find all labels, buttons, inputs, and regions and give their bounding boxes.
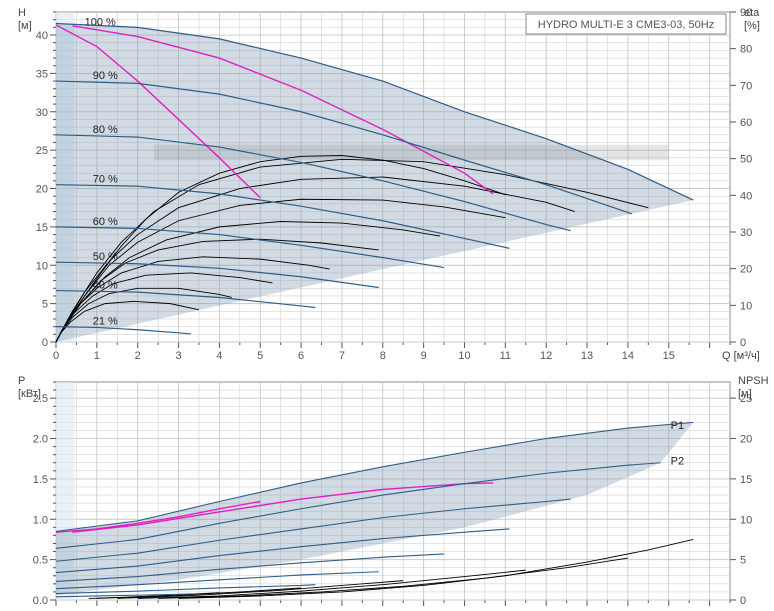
speed-curve-label: 60 % xyxy=(93,216,118,228)
svg-text:15: 15 xyxy=(740,474,752,486)
svg-text:6: 6 xyxy=(298,350,304,362)
svg-text:7: 7 xyxy=(339,350,345,362)
svg-text:35: 35 xyxy=(36,68,48,80)
speed-curve-label: 21 % xyxy=(93,316,118,328)
svg-text:3: 3 xyxy=(175,350,181,362)
svg-text:0.0: 0.0 xyxy=(33,595,48,607)
svg-text:0: 0 xyxy=(740,595,746,607)
svg-text:5: 5 xyxy=(42,299,48,311)
y-right-label-bot: [м] xyxy=(738,388,752,400)
svg-text:70: 70 xyxy=(740,80,752,92)
svg-text:0: 0 xyxy=(53,350,59,362)
svg-text:10: 10 xyxy=(740,514,752,526)
y-left-label: H xyxy=(18,7,26,19)
svg-text:40: 40 xyxy=(740,190,752,202)
y-right-label: [%] xyxy=(744,20,760,32)
svg-text:30: 30 xyxy=(740,227,752,239)
y-right-label-bot: NPSH xyxy=(738,375,769,387)
svg-text:60: 60 xyxy=(740,117,752,129)
svg-text:5: 5 xyxy=(740,555,746,567)
svg-text:25: 25 xyxy=(36,145,48,157)
y-right-label: eta xyxy=(744,7,760,19)
svg-text:80: 80 xyxy=(740,44,752,56)
svg-text:10: 10 xyxy=(458,350,470,362)
power-curve-label: P1 xyxy=(671,420,684,432)
svg-text:5: 5 xyxy=(257,350,263,362)
y-left-label-bot: [кВт] xyxy=(18,388,41,400)
speed-curve-label: 80 % xyxy=(93,124,118,136)
svg-text:12: 12 xyxy=(540,350,552,362)
svg-text:1.5: 1.5 xyxy=(33,474,48,486)
svg-text:2.0: 2.0 xyxy=(33,434,48,446)
svg-text:9: 9 xyxy=(421,350,427,362)
svg-text:1: 1 xyxy=(94,350,100,362)
chart-title: HYDRO MULTI-E 3 CME3-03, 50Hz xyxy=(538,19,714,31)
y-left-label: [м] xyxy=(18,20,32,32)
svg-text:30: 30 xyxy=(36,107,48,119)
y-left-label-bot: P xyxy=(18,375,25,387)
svg-text:50: 50 xyxy=(740,154,752,166)
speed-curve-label: 90 % xyxy=(93,70,118,82)
svg-text:20: 20 xyxy=(36,184,48,196)
svg-text:0.5: 0.5 xyxy=(33,555,48,567)
svg-text:20: 20 xyxy=(740,264,752,276)
svg-text:0: 0 xyxy=(740,337,746,349)
svg-text:4: 4 xyxy=(216,350,222,362)
speed-curve-label: 40 % xyxy=(93,280,118,292)
speed-curve-label: 100 % xyxy=(85,16,116,28)
speed-curve-label: 50 % xyxy=(93,251,118,263)
svg-text:11: 11 xyxy=(500,350,511,362)
svg-text:40: 40 xyxy=(36,30,48,42)
x-label: Q [м³/ч] xyxy=(722,350,760,362)
svg-text:10: 10 xyxy=(740,300,752,312)
svg-text:14: 14 xyxy=(622,350,634,362)
svg-text:0: 0 xyxy=(42,337,48,349)
speed-curve-label: 70 % xyxy=(93,174,118,186)
power-curve-label: P2 xyxy=(671,455,684,467)
svg-text:1.0: 1.0 xyxy=(33,514,48,526)
svg-text:15: 15 xyxy=(663,350,675,362)
svg-text:2: 2 xyxy=(135,350,141,362)
svg-text:20: 20 xyxy=(740,434,752,446)
svg-text:15: 15 xyxy=(36,222,48,234)
svg-text:8: 8 xyxy=(380,350,386,362)
svg-text:10: 10 xyxy=(36,260,48,272)
svg-text:13: 13 xyxy=(581,350,593,362)
